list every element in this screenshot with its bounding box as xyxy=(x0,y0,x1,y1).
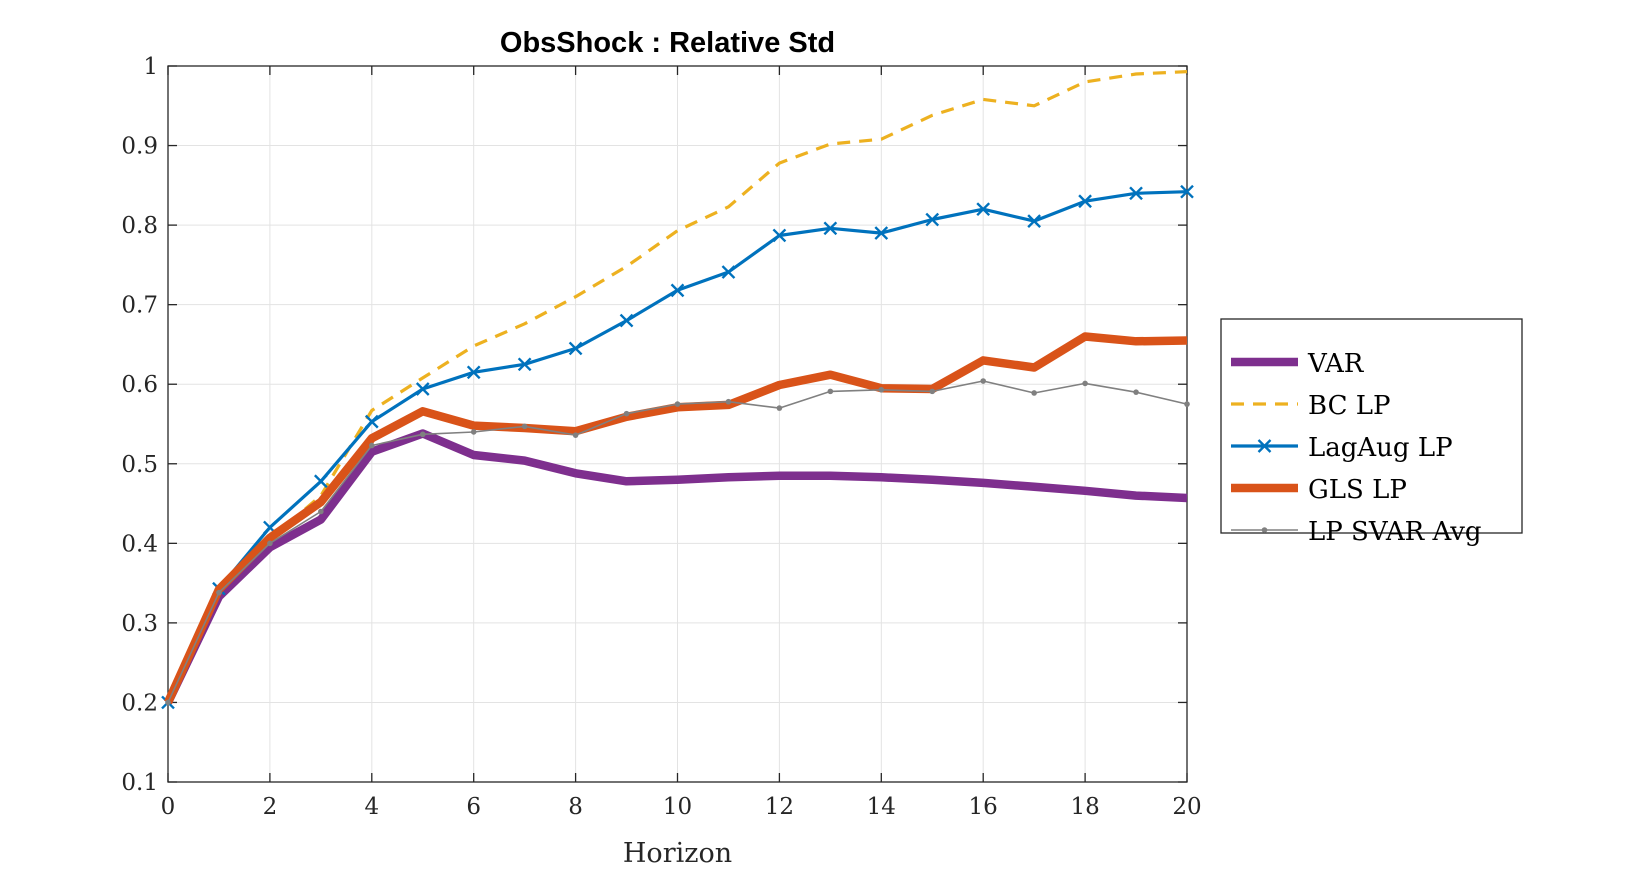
x-tick-label: 0 xyxy=(161,794,176,820)
data-point-lp-svar-avg xyxy=(878,386,885,393)
data-point-lagaug-lp xyxy=(415,382,430,396)
data-point-lp-svar-avg xyxy=(1184,401,1190,407)
data-point-lagaug-lp xyxy=(1129,186,1143,201)
y-tick-label: 0.8 xyxy=(121,213,158,239)
data-point-lp-svar-avg xyxy=(776,405,783,411)
x-tick-label: 20 xyxy=(1172,794,1201,820)
data-point-lp-svar-avg xyxy=(521,423,528,430)
legend-box xyxy=(1220,318,1523,534)
data-point-lp-svar-avg xyxy=(419,431,426,438)
x-tick-label: 18 xyxy=(1070,794,1099,820)
data-point-lagaug-lp-stroke xyxy=(721,265,736,279)
y-tick-label: 0.5 xyxy=(121,452,158,478)
data-point-lp-svar-avg xyxy=(929,388,936,395)
data-point-lagaug-lp xyxy=(619,313,634,328)
y-tick-label: 1 xyxy=(143,54,158,80)
data-point-lagaug-lp-stroke xyxy=(364,414,379,429)
data-point-lagaug-lp-stroke xyxy=(874,226,889,240)
x-tick-label: 2 xyxy=(263,794,278,820)
data-point-lagaug-lp-stroke xyxy=(1027,214,1041,228)
x-tick-label: 8 xyxy=(568,794,583,820)
data-point-lagaug-lp-stroke xyxy=(1078,194,1092,209)
data-point-lp-svar-avg xyxy=(216,589,222,596)
data-point-lagaug-lp-stroke xyxy=(823,221,838,236)
data-point-lagaug-lp xyxy=(364,414,379,429)
data-point-lagaug-lp-stroke xyxy=(976,202,991,217)
data-point-lagaug-lp-stroke xyxy=(670,283,685,298)
legend-label-bc-lp: BC LP xyxy=(1308,391,1391,421)
data-point-lp-svar-avg xyxy=(1031,390,1037,396)
data-series xyxy=(161,70,1194,710)
data-point-lp-svar-avg xyxy=(980,378,986,384)
legend-marker-lp-svar-avg xyxy=(1261,527,1268,533)
data-point-lagaug-lp xyxy=(823,221,838,236)
series-line-gls-lp xyxy=(164,332,1188,705)
data-point-lp-svar-avg xyxy=(1133,389,1139,395)
data-point-lp-svar-avg xyxy=(470,429,477,435)
y-tick-label: 0.1 xyxy=(121,770,158,796)
data-point-lagaug-lp-stroke xyxy=(772,228,787,243)
chart-title: ObsShock : Relative Std xyxy=(500,27,835,59)
legend: VAR BC LP LagAug LP GLS LP LP SVAR Avg xyxy=(1220,318,1523,547)
y-tick-label: 0.9 xyxy=(121,134,158,160)
data-point-lp-svar-avg xyxy=(827,388,834,395)
x-tick-label: 12 xyxy=(765,794,794,820)
data-point-lp-svar-avg xyxy=(623,410,630,417)
x-tick-label: 6 xyxy=(466,794,481,820)
data-point-lagaug-lp-stroke xyxy=(314,474,328,489)
data-point-lagaug-lp xyxy=(568,341,583,356)
data-point-lagaug-lp-stroke xyxy=(1180,184,1194,199)
data-point-lagaug-lp-stroke xyxy=(568,341,583,356)
y-tick-label: 0.6 xyxy=(121,372,158,398)
data-point-lagaug-lp-stroke xyxy=(517,357,532,372)
x-tick-label: 16 xyxy=(969,794,998,820)
x-tick-label: 10 xyxy=(663,794,692,820)
data-point-lagaug-lp xyxy=(721,265,736,279)
data-point-lp-svar-avg xyxy=(165,699,171,706)
legend-marker-lagaug-lp-stroke xyxy=(1257,439,1272,453)
data-point-lagaug-lp-stroke xyxy=(466,365,481,380)
data-point-lagaug-lp xyxy=(1027,214,1041,228)
data-point-lagaug-lp-stroke xyxy=(1129,186,1143,201)
data-point-lagaug-lp xyxy=(1180,184,1194,199)
data-point-lp-svar-avg xyxy=(267,540,273,547)
data-point-lp-svar-avg xyxy=(369,442,375,449)
data-point-lagaug-lp xyxy=(517,357,532,372)
legend-label-lp-svar-avg: LP SVAR Avg xyxy=(1308,517,1482,547)
x-axis-label: Horizon xyxy=(623,838,732,869)
legend-label-var: VAR xyxy=(1307,349,1365,379)
x-tick-label: 14 xyxy=(867,794,896,820)
legend-label-lagaug-lp: LagAug LP xyxy=(1308,433,1453,463)
data-point-lagaug-lp-stroke xyxy=(619,313,634,328)
data-point-lagaug-lp xyxy=(1078,194,1092,209)
data-point-lp-svar-avg xyxy=(674,401,681,407)
data-point-lagaug-lp xyxy=(976,202,991,217)
x-tick-label: 4 xyxy=(364,794,379,820)
y-tick-label: 0.7 xyxy=(121,293,158,319)
y-tick-label: 0.2 xyxy=(121,690,158,716)
data-point-lp-svar-avg xyxy=(318,508,324,515)
data-point-lagaug-lp xyxy=(314,474,328,489)
legend-label-gls-lp: GLS LP xyxy=(1308,475,1407,505)
data-point-lagaug-lp xyxy=(874,226,889,240)
data-point-lagaug-lp-stroke xyxy=(925,212,940,227)
legend-marker-lagaug-lp xyxy=(1257,439,1272,453)
y-tick-label: 0.3 xyxy=(121,611,158,637)
data-point-lagaug-lp xyxy=(925,212,940,227)
data-point-lp-svar-avg xyxy=(572,432,579,438)
axis-ticks: 0 2 4 6 8 10 12 14 16 18 20 0.1 0.2 0.3 0.4 0.5 0.6 0.7 0.… xyxy=(121,54,1201,820)
series-line-bc-lp xyxy=(166,70,1188,704)
data-point-lagaug-lp xyxy=(466,365,481,380)
series-line-var xyxy=(164,429,1188,705)
data-point-lp-svar-avg xyxy=(1082,380,1088,387)
data-point-lp-svar-avg xyxy=(725,398,732,405)
data-point-lagaug-lp xyxy=(772,228,787,243)
y-tick-label: 0.4 xyxy=(121,531,158,557)
data-point-lagaug-lp-stroke xyxy=(263,520,277,535)
data-point-lagaug-lp xyxy=(670,283,685,298)
data-point-lagaug-lp-stroke xyxy=(415,382,430,396)
